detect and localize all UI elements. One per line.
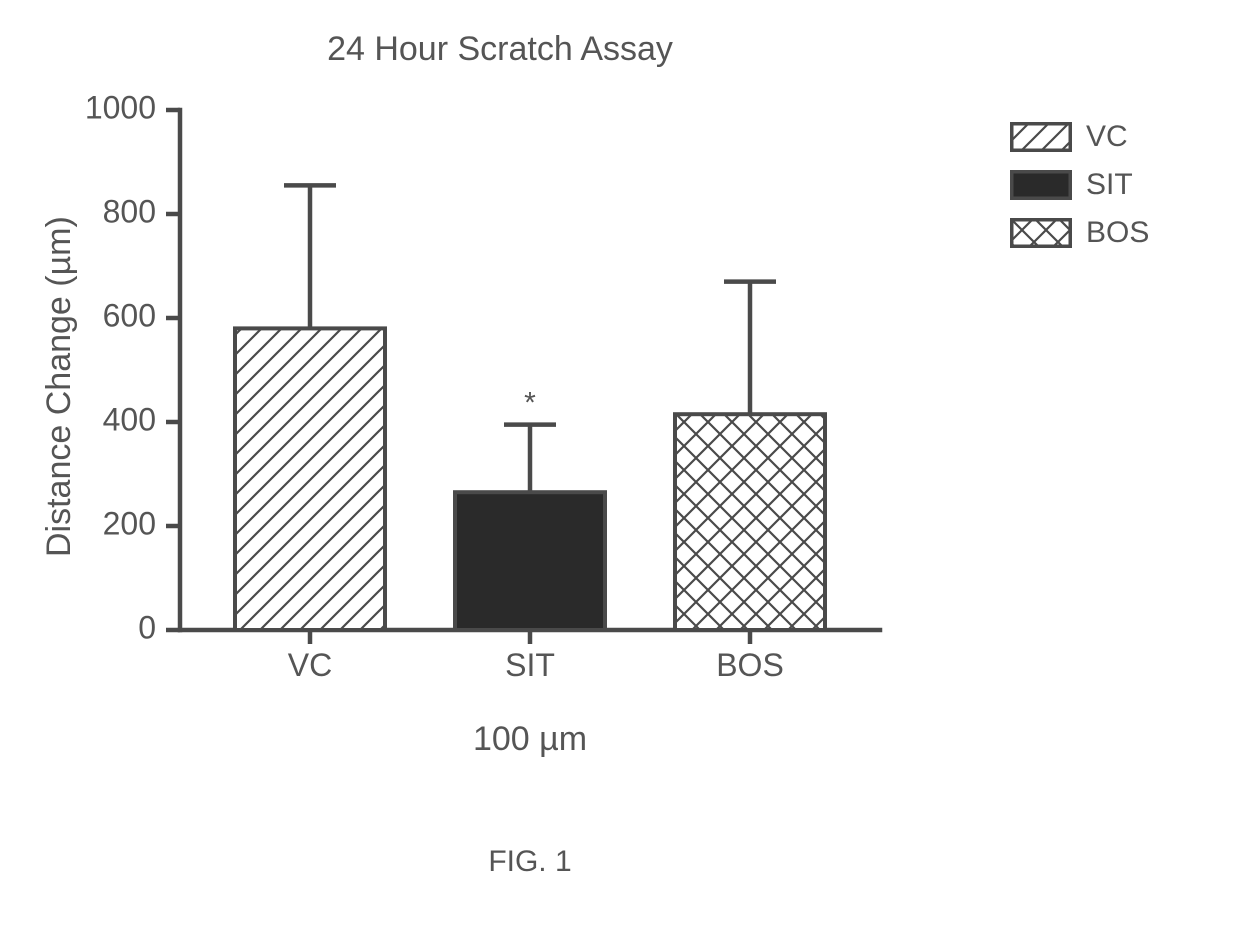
y-tick-label: 400: [103, 401, 156, 437]
bar-sit: [455, 492, 605, 630]
y-tick-label: 600: [103, 297, 156, 333]
y-tick-label: 1000: [85, 89, 156, 125]
legend: VC SIT BOS: [1010, 120, 1149, 264]
x-tick-label: VC: [288, 647, 332, 683]
annotation-star: *: [524, 387, 536, 420]
bar-bos: [675, 414, 825, 630]
legend-item-sit: SIT: [1010, 168, 1149, 202]
bar-vc: [235, 328, 385, 630]
legend-label: BOS: [1086, 216, 1149, 250]
legend-swatch-icon: [1010, 170, 1072, 200]
legend-swatch-icon: [1010, 218, 1072, 248]
legend-item-bos: BOS: [1010, 216, 1149, 250]
legend-swatch-icon: [1010, 122, 1072, 152]
chart-area: 02004006008001000VCSITBOS*: [180, 110, 880, 710]
x-tick-label: BOS: [716, 647, 784, 683]
y-tick-label: 0: [138, 609, 156, 645]
legend-item-vc: VC: [1010, 120, 1149, 154]
legend-label: SIT: [1086, 168, 1133, 202]
y-tick-label: 800: [103, 193, 156, 229]
chart-title: 24 Hour Scratch Assay: [0, 30, 1000, 69]
y-axis-label: Distance Change (µm): [40, 216, 79, 557]
x-axis-label: 100 µm: [180, 720, 880, 759]
figure-label: FIG. 1: [180, 845, 880, 879]
y-tick-label: 200: [103, 505, 156, 541]
legend-label: VC: [1086, 120, 1128, 154]
page: 24 Hour Scratch Assay 0 200 400 600 800 1000 V…: [0, 0, 1240, 944]
x-tick-label: SIT: [505, 647, 555, 683]
